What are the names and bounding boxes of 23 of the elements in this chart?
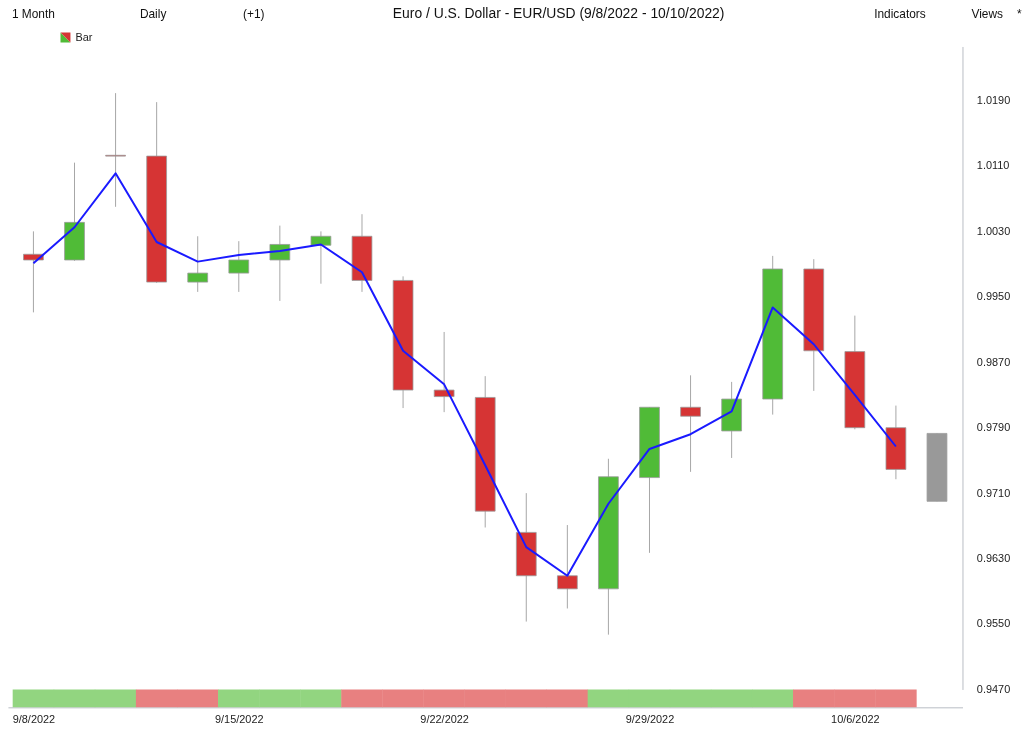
x-tick-label: 9/29/2022	[625, 712, 675, 725]
y-tick-label: 0.9870	[976, 355, 1011, 368]
x-tick-label: 10/6/2022	[831, 712, 880, 725]
y-tick-label: 0.9950	[976, 290, 1011, 303]
y-tick-label: 1.0190	[976, 93, 1011, 106]
text: Views	[971, 6, 1003, 21]
x-tick-label: 9/22/2022	[420, 712, 469, 725]
text: 1 Month	[11, 6, 55, 21]
y-tick-label: 0.9790	[976, 421, 1011, 434]
y-tick-label: 0.9710	[976, 486, 1011, 499]
legend-label: Bar	[75, 30, 93, 43]
text: (+1)	[243, 6, 265, 21]
text: *	[1017, 6, 1023, 21]
text: Indicators	[874, 6, 926, 21]
y-tick-label: 1.0030	[976, 224, 1011, 237]
y-tick-label: 0.9470	[976, 682, 1011, 695]
x-tick-label: 9/8/2022	[12, 712, 56, 725]
y-tick-label: 0.9630	[976, 552, 1011, 565]
x-tick-label: 9/15/2022	[215, 712, 264, 725]
text: Daily	[139, 6, 167, 21]
y-tick-label: 1.0110	[976, 159, 1010, 172]
y-tick-label: 0.9550	[976, 617, 1011, 630]
chart-title: Euro / U.S. Dollar - EUR/USD (9/8/2022 - 10/10/2022)	[392, 4, 725, 21]
